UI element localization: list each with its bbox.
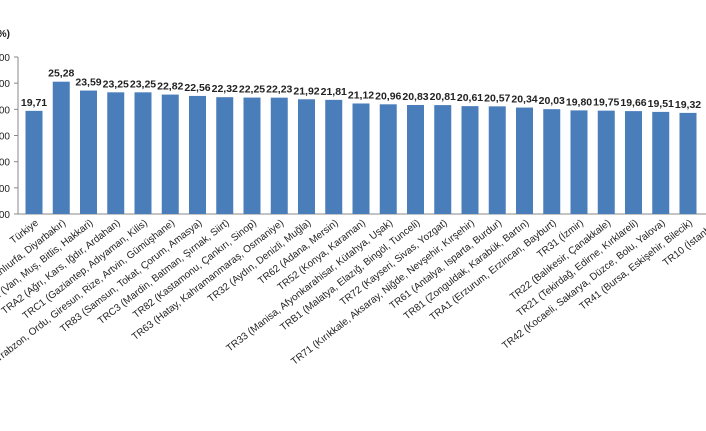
value-label: 19,75 bbox=[593, 97, 619, 109]
bar bbox=[107, 92, 125, 214]
bar bbox=[461, 106, 479, 214]
value-label: 19,51 bbox=[648, 98, 674, 110]
bar bbox=[134, 92, 152, 214]
y-tick-label: 10,00 bbox=[0, 158, 10, 169]
bar bbox=[52, 81, 70, 215]
value-label: 23,25 bbox=[103, 78, 129, 90]
value-label: 22,25 bbox=[239, 84, 265, 96]
bar bbox=[597, 110, 615, 214]
bar bbox=[352, 103, 370, 214]
bar bbox=[80, 90, 97, 214]
value-label: 21,81 bbox=[321, 86, 347, 98]
bar bbox=[434, 105, 452, 214]
bar bbox=[298, 99, 315, 214]
value-label: 20,81 bbox=[430, 91, 456, 103]
value-label: 20,03 bbox=[539, 95, 565, 107]
bar bbox=[679, 112, 697, 214]
value-label: 21,12 bbox=[348, 89, 374, 101]
value-label: 22,32 bbox=[212, 83, 238, 95]
bar bbox=[325, 99, 343, 214]
bar bbox=[570, 110, 588, 214]
value-label: 20,83 bbox=[402, 91, 428, 103]
bar bbox=[270, 97, 288, 214]
bar bbox=[379, 104, 397, 214]
value-label: 21,92 bbox=[293, 85, 319, 97]
bar bbox=[189, 95, 206, 214]
y-tick-label: 5,00 bbox=[0, 184, 10, 195]
value-label: 19,71 bbox=[21, 97, 47, 109]
value-label: 19,32 bbox=[675, 99, 701, 111]
value-label: 22,82 bbox=[157, 81, 183, 93]
value-label: 19,80 bbox=[566, 96, 592, 108]
y-tick-label: 20,00 bbox=[0, 105, 10, 116]
bar bbox=[216, 97, 234, 214]
value-label: 20,96 bbox=[375, 90, 401, 102]
y-tick-label: 25,00 bbox=[0, 79, 10, 90]
bar bbox=[407, 104, 424, 214]
y-axis-label: (%) bbox=[0, 29, 10, 40]
value-label: 22,56 bbox=[184, 82, 210, 94]
value-label: 23,25 bbox=[130, 78, 156, 90]
bar bbox=[161, 94, 179, 214]
value-label: 20,34 bbox=[511, 94, 537, 106]
value-label: 25,28 bbox=[48, 68, 74, 80]
value-label: 22,23 bbox=[266, 84, 292, 96]
y-tick-label: 15,00 bbox=[0, 132, 10, 143]
bar bbox=[652, 111, 670, 214]
bar bbox=[243, 97, 261, 214]
y-tick-label: 30,00 bbox=[0, 53, 10, 64]
bar bbox=[543, 109, 561, 214]
bar bbox=[25, 110, 43, 214]
bar bbox=[488, 106, 506, 214]
value-label: 19,66 bbox=[620, 97, 646, 109]
value-label: 23,59 bbox=[75, 77, 101, 89]
bar bbox=[625, 111, 642, 214]
y-tick-label: 0,00 bbox=[0, 210, 10, 221]
value-label: 20,57 bbox=[484, 92, 510, 104]
value-label: 20,61 bbox=[457, 92, 483, 104]
bar bbox=[516, 107, 533, 214]
